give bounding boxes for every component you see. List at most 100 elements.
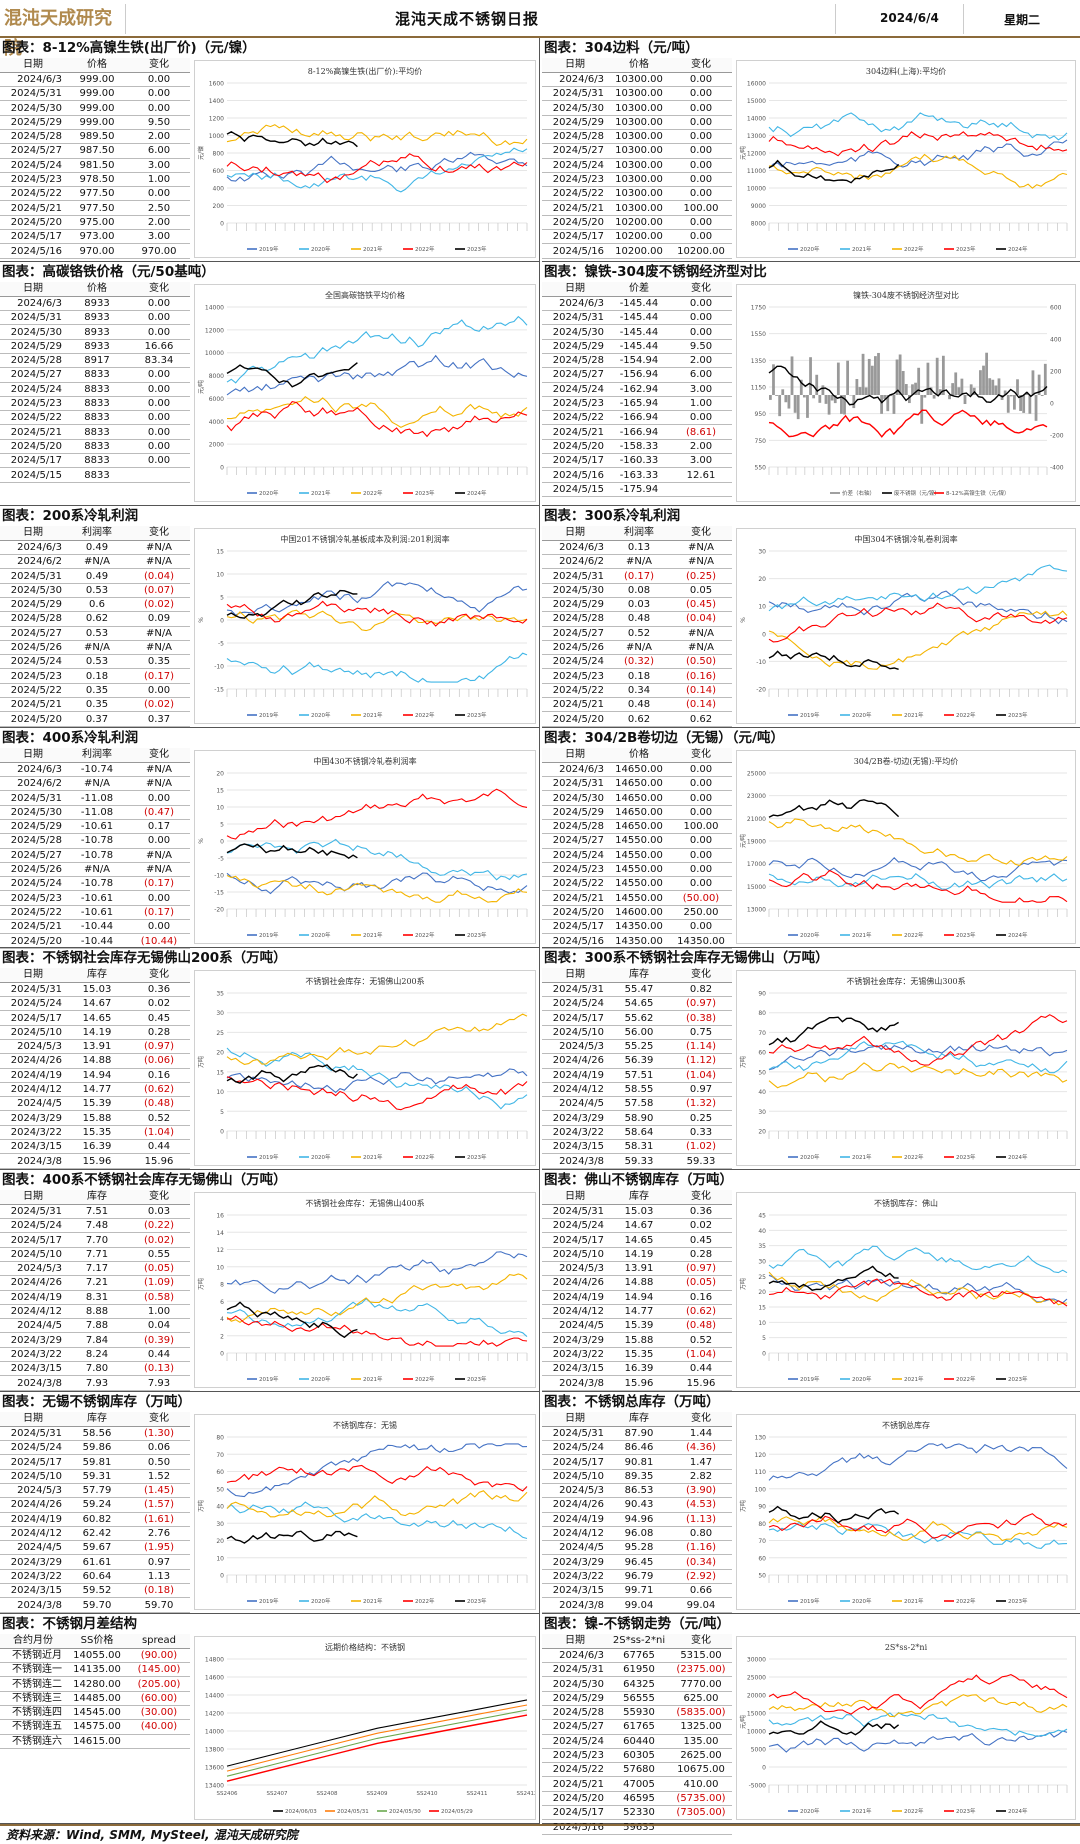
row-change: (50.00) [670, 890, 732, 906]
row-value: 15.35 [66, 1125, 128, 1141]
legend-label: 2021年 [904, 1375, 924, 1383]
column-header: 合约月份 [0, 1634, 66, 1649]
row-change: 0.80 [670, 1526, 732, 1542]
table-row: 2024/5/17 973.00 3.00 [0, 229, 190, 245]
series-line [226, 838, 528, 881]
row-date: 2024/5/22 [0, 410, 66, 426]
row-date: 2024/5/3 [542, 1261, 608, 1277]
row-value: -145.44 [608, 324, 670, 340]
row-date: 不锈钢连二 [0, 1676, 66, 1692]
row-value: -11.08 [66, 805, 128, 820]
y-tick-label: 950 [755, 411, 767, 418]
row-value: 99.71 [608, 1583, 670, 1599]
series-line [226, 1709, 528, 1777]
y-tick-label: 1400 [209, 98, 224, 105]
row-date: 2024/5/17 [542, 1232, 608, 1248]
row-change: 2.50 [128, 200, 190, 216]
row-change: 1.00 [128, 172, 190, 188]
row-date: 2024/5/31 [0, 310, 66, 326]
legend-label: 2023年 [1008, 1597, 1028, 1605]
legend-label: 2024年 [1008, 931, 1028, 939]
row-date: 2024/5/23 [0, 172, 66, 188]
series-line [768, 857, 1068, 882]
row-change: 0.04 [128, 1318, 190, 1334]
y-tick-label: 20000 [747, 1693, 766, 1700]
table-row: 2024/5/22 977.50 0.00 [0, 186, 190, 202]
row-date: 2024/5/24 [0, 158, 66, 173]
row-date: 2024/5/27 [0, 848, 66, 863]
panel-p7: 图表：400系冷轧利润 日期 利润率 变化 2024/6/3 -10.74 #N/A 2024… [0, 728, 540, 949]
data-table: 合约月份 SS价格 spread 不锈钢近月 14055.00 (90.00) 不锈钢连一 1… [0, 1634, 190, 1749]
row-change: 0.00 [128, 453, 190, 469]
series-line [226, 652, 528, 683]
row-change: 1.00 [670, 396, 732, 412]
spread-bar [830, 395, 834, 401]
legend-label: 2020年 [311, 1153, 331, 1161]
row-date: 2024/5/3 [0, 1483, 66, 1499]
row-date: 2024/3/15 [542, 1361, 608, 1377]
row-change: 0.33 [670, 1125, 732, 1141]
spread-bar [935, 357, 939, 395]
table-row: 2024/5/23 -165.94 1.00 [542, 396, 732, 412]
row-date: 2024/5/22 [0, 905, 66, 921]
legend-label: 2022年 [415, 245, 435, 253]
legend-label: 2022年 [415, 1597, 435, 1605]
series-line [226, 843, 358, 860]
row-change: 0.02 [128, 996, 190, 1012]
y-tick-label: 90 [758, 1504, 766, 1511]
row-date: 2024/5/28 [542, 819, 608, 835]
chart-title: 不锈钢社会库存：无锡佛山400系 [305, 1198, 424, 1208]
row-value: 970.00 [66, 243, 128, 259]
series-line [768, 159, 900, 184]
row-change: (5835.00) [670, 1705, 732, 1721]
panel-title: 图表：不锈钢总库存（万吨） [544, 1394, 720, 1410]
row-value: 14.19 [608, 1247, 670, 1262]
spread-bar [982, 365, 985, 395]
y-tick-label: 1350 [751, 358, 766, 365]
panel-title: 图表：镍铁-304废不锈钢经济型对比 [544, 264, 767, 280]
table-row: 2024/4/26 14.88 (0.06) [0, 1053, 190, 1069]
row-value: 10300.00 [608, 115, 670, 130]
spread-bar [938, 389, 942, 395]
row-change: (3.90) [670, 1483, 732, 1499]
y-tick-label: 16000 [747, 81, 766, 88]
spread-bar [898, 354, 902, 395]
panel-title: 图表：不锈钢社会库存无锡佛山200系（万吨） [2, 950, 287, 966]
spread-bar [892, 395, 896, 414]
row-date: 2024/4/5 [0, 1540, 66, 1556]
chart-svg: 不锈钢社会库存：无锡佛山400系 16 14 12 10 8 6 4 2 0 万吨 2019年 2020… [197, 1198, 528, 1383]
legend-label: 2019年 [259, 1597, 279, 1605]
table-row: 2024/5/29 8933 16.66 [0, 339, 190, 354]
table-row: 2024/3/22 60.64 1.13 [0, 1569, 190, 1585]
series-line [226, 1297, 528, 1338]
table-row: 2024/5/31 87.90 1.44 [542, 1426, 732, 1442]
series-line [226, 354, 528, 396]
table-row: 2024/6/3 0.13 #N/A [542, 540, 732, 556]
spread-bar [926, 362, 930, 395]
table-row: 2024/4/26 90.43 (4.53) [542, 1497, 732, 1513]
row-date: 2024/3/8 [542, 1375, 608, 1391]
y-tick-label: 14600 [205, 1675, 224, 1682]
table-row: 2024/6/3 67765 5315.00 [542, 1648, 732, 1664]
report-date: 2024/6/4 [880, 11, 939, 25]
row-change: (0.97) [670, 1261, 732, 1277]
row-value: 8833 [66, 367, 128, 383]
row-change: #N/A [128, 848, 190, 863]
row-date: 2024/5/21 [0, 919, 66, 935]
y-tick-label: 70 [758, 1030, 766, 1037]
panel-p13: 图表：无锡不锈钢库存（万吨） 日期 库存 变化 2024/5/31 58.56 (1.30)… [0, 1392, 540, 1614]
row-change: 14350.00 [670, 933, 732, 949]
series-line [768, 602, 1068, 643]
y-tick-label: 12 [216, 1247, 224, 1254]
table-row: 2024/5/21 8833 0.00 [0, 424, 190, 440]
table-row: 2024/5/28 989.50 2.00 [0, 129, 190, 145]
row-change: 1.00 [128, 1304, 190, 1320]
spread-bar [963, 395, 967, 405]
row-change: 0.00 [128, 833, 190, 849]
series-line [226, 315, 528, 384]
row-change: 5315.00 [670, 1648, 732, 1664]
table-row: 2024/5/3 13.91 (0.97) [0, 1039, 190, 1055]
row-date: 2024/5/3 [0, 1261, 66, 1277]
row-change: 0.00 [128, 100, 190, 116]
y-axis-unit: 元/吨 [197, 380, 205, 394]
